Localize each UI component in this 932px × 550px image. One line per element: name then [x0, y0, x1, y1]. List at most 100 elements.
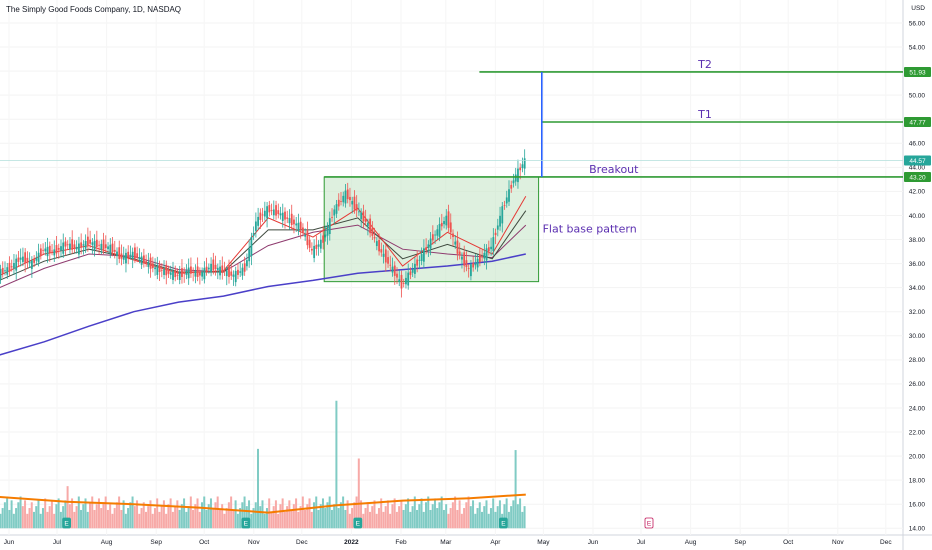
- volume-bar: [519, 498, 522, 529]
- candle-body: [523, 158, 526, 169]
- target-label: Breakout: [589, 163, 639, 176]
- candle-body: [483, 252, 486, 259]
- candle-body: [246, 260, 248, 267]
- volume-bar: [12, 513, 15, 529]
- candle-body: [6, 267, 9, 275]
- price-label-box: [904, 171, 931, 182]
- volume-bar: [418, 504, 421, 529]
- candle-body: [210, 263, 212, 273]
- candle-body: [120, 253, 123, 259]
- candle-body: [207, 267, 210, 270]
- volume-bar: [122, 500, 125, 529]
- volume-bar: [84, 498, 87, 529]
- volume-bar: [102, 502, 105, 529]
- volume-bar: [205, 509, 208, 529]
- volume-bar: [523, 506, 526, 529]
- candle-body: [490, 246, 492, 250]
- earnings-marker: [241, 517, 251, 529]
- volume-bar: [140, 508, 143, 529]
- candle-body: [353, 196, 356, 210]
- volume-bar: [41, 508, 44, 529]
- candle-body: [116, 251, 118, 257]
- candle-body: [257, 216, 260, 226]
- volume-bar: [274, 500, 277, 529]
- volume-bar: [239, 508, 242, 529]
- candle-body: [288, 218, 291, 224]
- volume-bar: [474, 513, 477, 529]
- volume-bar: [89, 502, 91, 529]
- volume-bar: [185, 511, 188, 529]
- candle-body: [167, 269, 170, 274]
- volume-bar: [158, 511, 161, 529]
- candle-body: [75, 246, 78, 250]
- candle-body: [306, 230, 309, 246]
- candle-body: [407, 272, 410, 286]
- candle-body: [219, 266, 221, 276]
- volume-bar: [371, 506, 374, 529]
- volume-bar: [250, 513, 253, 529]
- volume-bar: [254, 502, 257, 529]
- candle-body: [10, 266, 13, 268]
- volume-bar: [174, 506, 177, 529]
- candle-body: [254, 221, 257, 231]
- candle-body: [28, 261, 31, 264]
- volume-bar: [297, 511, 300, 529]
- candle-body: [335, 204, 338, 214]
- volume-bar: [272, 506, 275, 529]
- volume-bar: [393, 498, 396, 529]
- volume-bar: [422, 511, 425, 529]
- candle-body: [149, 257, 152, 269]
- volume-bar: [362, 513, 365, 529]
- candle-body: [107, 246, 109, 250]
- candle-body: [478, 254, 481, 263]
- candle-body: [389, 264, 392, 266]
- volume-bar: [203, 496, 206, 529]
- volume-bar: [136, 500, 139, 529]
- volume-bar: [104, 496, 107, 529]
- x-tick-label: Dec: [296, 539, 308, 546]
- volume-bar: [176, 500, 179, 529]
- y-tick-label: 42.00: [909, 189, 926, 196]
- volume-bar: [270, 511, 273, 529]
- volume-bar: [496, 506, 499, 529]
- candle-body: [154, 267, 156, 270]
- candle-body: [1, 267, 4, 274]
- candle-body: [302, 227, 304, 233]
- moving-average-line: [0, 210, 527, 281]
- candle-body: [344, 190, 347, 204]
- candle-body: [42, 249, 44, 251]
- volume-bar: [440, 496, 443, 529]
- candle-body: [431, 234, 434, 241]
- volume-bar: [46, 511, 49, 529]
- volume-bar: [416, 509, 419, 529]
- candle-body: [400, 274, 403, 289]
- candle-body: [0, 269, 2, 280]
- candle-body: [17, 257, 20, 262]
- candle-body: [371, 227, 374, 236]
- volume-bar: [118, 496, 121, 529]
- volume-bar: [50, 500, 53, 529]
- candle-body: [409, 271, 412, 275]
- volume-bar: [310, 511, 313, 529]
- candle-body: [228, 266, 230, 277]
- candle-body: [472, 263, 475, 268]
- candle-body: [487, 247, 490, 252]
- candle-body: [64, 241, 67, 247]
- volume-bar: [292, 504, 295, 529]
- volume-bar: [37, 500, 40, 529]
- volume-bar: [498, 500, 501, 529]
- candle-body: [196, 266, 199, 277]
- candle-body: [223, 270, 226, 272]
- candle-body: [46, 246, 49, 257]
- volume-bar: [454, 496, 457, 529]
- volume-bar: [465, 502, 468, 529]
- candle-body: [93, 240, 96, 250]
- volume-bar: [357, 458, 360, 529]
- candle-body: [44, 248, 47, 252]
- volume-bar: [436, 508, 439, 529]
- x-tick-label: Oct: [199, 539, 209, 546]
- volume-bar: [77, 496, 80, 529]
- volume-bar: [86, 511, 89, 529]
- volume-bar: [252, 508, 255, 529]
